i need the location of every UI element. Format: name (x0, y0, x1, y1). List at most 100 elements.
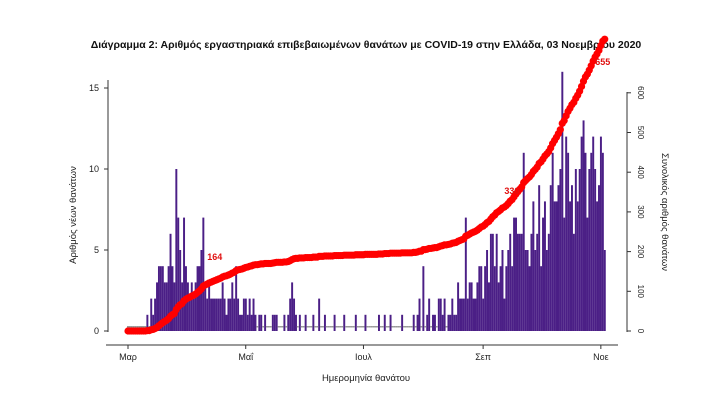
bar (254, 314, 257, 331)
cumulative-point (556, 126, 564, 134)
bar (239, 314, 241, 331)
zero-marker (316, 326, 319, 328)
bar (478, 266, 481, 331)
bar (227, 298, 230, 331)
zero-marker (395, 326, 398, 328)
zero-marker (420, 326, 423, 328)
bar (567, 152, 570, 331)
zero-marker (144, 326, 147, 328)
zero-marker (327, 326, 330, 328)
bar (586, 217, 589, 331)
bar (540, 266, 543, 331)
bar (210, 298, 213, 331)
bar (225, 314, 228, 331)
y-tick-label: 15 (89, 83, 99, 93)
bar (584, 152, 587, 331)
bar (596, 201, 599, 331)
bar (590, 152, 593, 331)
bar (542, 217, 544, 331)
zero-marker (267, 326, 270, 328)
zero-marker (345, 326, 348, 328)
zero-marker (391, 326, 394, 328)
bar (441, 314, 444, 331)
bar (154, 298, 157, 331)
bar (246, 314, 249, 331)
zero-marker (406, 326, 409, 328)
zero-marker (414, 326, 417, 328)
bar (422, 266, 425, 331)
bar (468, 282, 471, 331)
bar (215, 298, 218, 331)
zero-marker (308, 326, 311, 328)
x-tick-label: Νοε (593, 352, 609, 362)
bar (576, 201, 579, 331)
zero-marker (385, 326, 388, 328)
bar (389, 314, 392, 331)
bar (354, 314, 357, 331)
bar (543, 201, 546, 331)
bar (524, 250, 527, 331)
bar (578, 169, 581, 331)
zero-marker (138, 326, 141, 328)
zero-marker (356, 326, 359, 328)
bar (196, 266, 199, 331)
bar (464, 217, 467, 331)
bar (547, 233, 550, 331)
zero-marker (128, 326, 131, 328)
bar (453, 314, 456, 331)
cumulative-point (601, 35, 609, 43)
chart-title: Διάγραμμα 2: Αριθμός εργαστηριακά επιβεβ… (91, 39, 642, 51)
bar (250, 314, 253, 331)
zero-marker (285, 326, 288, 328)
zero-marker (368, 326, 371, 328)
y-tick-label: 0 (94, 326, 99, 336)
zero-marker (362, 326, 365, 328)
bar (150, 298, 153, 331)
bar (515, 217, 517, 331)
bar (532, 201, 535, 331)
zero-marker (408, 326, 411, 328)
zero-marker (337, 326, 340, 328)
bar (486, 250, 489, 331)
bar (499, 266, 502, 331)
zero-marker (277, 326, 280, 328)
zero-marker (350, 326, 353, 328)
bar (264, 314, 267, 331)
bar (208, 282, 211, 331)
zero-marker (256, 326, 259, 328)
bar (476, 282, 479, 331)
zero-marker (130, 326, 133, 328)
y-right-tick-label: 200 (636, 245, 645, 259)
zero-marker (399, 326, 402, 328)
bar (482, 298, 485, 331)
bar (520, 233, 523, 331)
bar (213, 298, 216, 331)
zero-marker (387, 326, 390, 328)
bar (291, 282, 294, 331)
bar (161, 266, 164, 331)
zero-marker (370, 326, 373, 328)
x-tick-label: Μαΐ (238, 352, 254, 362)
zero-marker (393, 326, 396, 328)
zero-marker (306, 326, 309, 328)
bar (574, 169, 577, 331)
bar (462, 298, 465, 331)
bar (252, 298, 255, 331)
bar (186, 282, 189, 331)
bar (601, 152, 604, 331)
bar (275, 314, 278, 331)
bar (416, 314, 419, 331)
bar (273, 314, 276, 331)
bar (157, 266, 160, 331)
bar (451, 298, 454, 331)
bar (565, 136, 568, 331)
bar (229, 298, 232, 331)
zero-markers (127, 326, 448, 328)
bar (592, 136, 595, 331)
bar (202, 217, 205, 331)
bar (432, 314, 434, 331)
bar (466, 298, 469, 331)
bar (439, 298, 442, 331)
bar (505, 266, 508, 331)
zero-marker (262, 326, 265, 328)
